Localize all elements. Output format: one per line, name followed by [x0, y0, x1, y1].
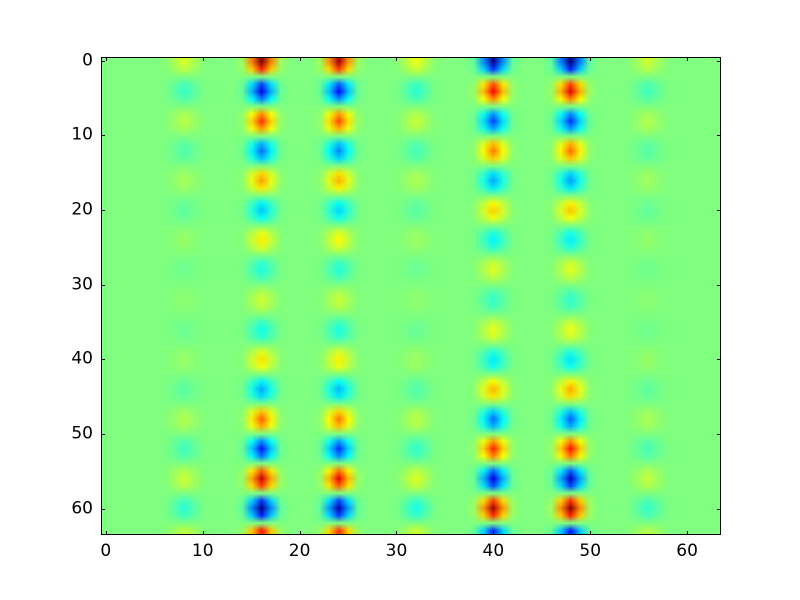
y-tick-mark: [101, 60, 105, 62]
y-tick-label: 50: [71, 423, 93, 444]
x-tick-mark: [105, 57, 107, 61]
x-tick-mark: [590, 531, 592, 535]
heatmap-image: [102, 58, 720, 534]
y-tick-mark: [101, 210, 105, 212]
y-tick-mark: [717, 359, 721, 361]
y-tick-mark: [717, 508, 721, 510]
x-tick-label: 60: [676, 541, 698, 561]
x-tick-mark: [396, 531, 398, 535]
y-tick-mark: [101, 508, 105, 510]
x-tick-label: 0: [100, 541, 112, 561]
x-tick-label: 10: [191, 541, 214, 561]
heatmap-axes[interactable]: [101, 57, 721, 535]
y-tick-mark: [717, 60, 721, 62]
y-tick-label: 30: [71, 274, 93, 295]
x-tick-mark: [396, 57, 398, 61]
y-tick-label: 0: [82, 50, 93, 71]
x-tick-mark: [202, 531, 204, 535]
y-tick-mark: [101, 359, 105, 361]
x-tick-mark: [299, 531, 301, 535]
x-tick-mark: [299, 57, 301, 61]
x-tick-label: 50: [579, 541, 602, 561]
x-tick-mark: [202, 57, 204, 61]
x-tick-label: 30: [385, 541, 408, 561]
y-tick-mark: [717, 210, 721, 212]
y-tick-label: 20: [71, 199, 93, 220]
x-tick-mark: [105, 531, 107, 535]
x-tick-mark: [493, 531, 495, 535]
y-tick-mark: [101, 284, 105, 286]
y-tick-mark: [717, 434, 721, 436]
y-tick-mark: [101, 135, 105, 137]
x-tick-label: 40: [482, 541, 505, 561]
y-tick-label: 10: [71, 124, 93, 145]
y-tick-label: 60: [71, 498, 93, 519]
y-tick-mark: [717, 284, 721, 286]
x-tick-mark: [687, 531, 689, 535]
y-tick-mark: [101, 434, 105, 436]
y-tick-mark: [717, 135, 721, 137]
x-tick-mark: [493, 57, 495, 61]
x-tick-mark: [590, 57, 592, 61]
x-tick-mark: [687, 57, 689, 61]
y-tick-label: 40: [71, 348, 93, 369]
x-tick-label: 20: [288, 541, 311, 561]
